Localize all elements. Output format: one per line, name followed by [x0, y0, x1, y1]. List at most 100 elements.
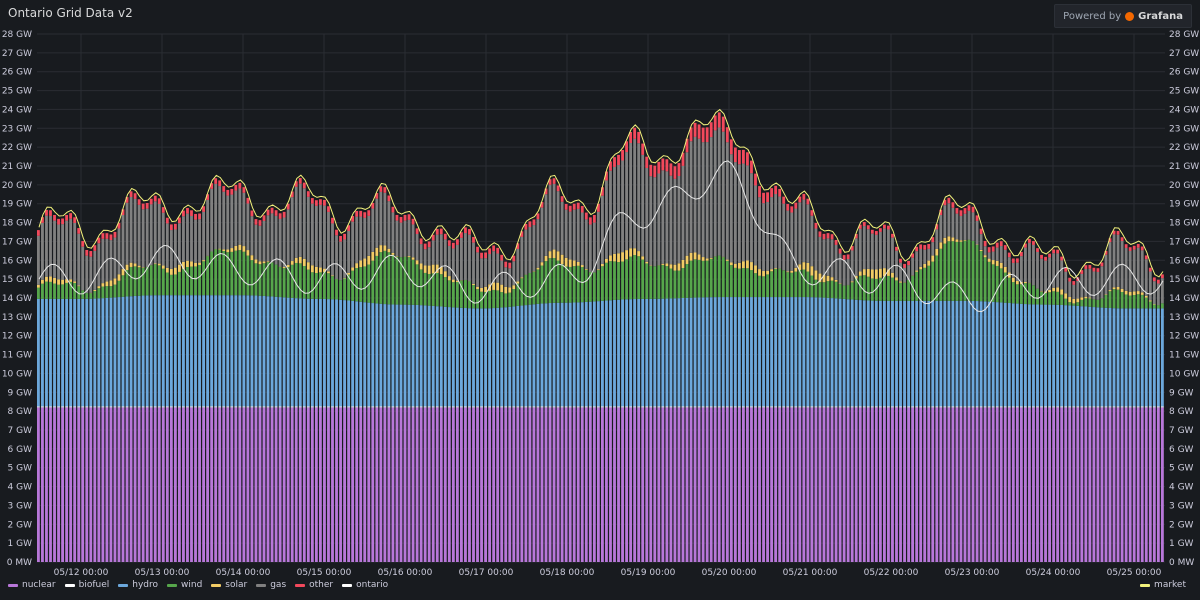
bar-segment-biofuel: [1080, 406, 1084, 408]
bar-segment-gas: [242, 192, 246, 247]
bar-segment-solar: [540, 262, 544, 266]
bar-segment-nuclear: [1096, 407, 1100, 562]
y-tick-label-right: 2 GW: [1169, 520, 1194, 530]
bar-segment-other: [874, 231, 878, 235]
bar-segment-hydro: [979, 301, 983, 407]
powered-by-badge[interactable]: Powered by Grafana: [1054, 4, 1192, 28]
bar-segment-wind: [883, 276, 886, 301]
bar-segment-other: [637, 131, 641, 144]
bar-segment-gas: [592, 222, 596, 273]
bar-segment-nuclear: [806, 407, 810, 562]
legend-item-biofuel[interactable]: biofuel: [64, 580, 109, 590]
bar-segment-other: [951, 202, 955, 208]
bar-segment-biofuel: [633, 406, 637, 408]
bar-segment-gas: [190, 215, 193, 262]
bar-segment-nuclear: [161, 407, 165, 562]
bar-segment-solar: [1080, 297, 1084, 300]
bar-segment-gas: [556, 191, 560, 252]
bar-segment-hydro: [1096, 307, 1100, 407]
bar-segment-hydro: [391, 304, 395, 407]
bar-segment-biofuel: [842, 406, 846, 408]
bar-segment-gas: [266, 215, 270, 262]
bar-segment-biofuel: [596, 406, 600, 408]
bar-segment-other: [1144, 255, 1148, 260]
bar-segment-hydro: [935, 300, 939, 407]
bar-segment-other: [101, 233, 105, 239]
bar-segment-gas: [794, 208, 798, 268]
bar-segment-biofuel: [991, 406, 995, 408]
bar-segment-nuclear: [935, 407, 939, 562]
bar-segment-other: [335, 229, 338, 236]
bar-segment-nuclear: [1092, 407, 1096, 562]
bar-segment-solar: [125, 264, 129, 271]
bar-segment-other: [516, 243, 520, 249]
bar-segment-solar: [633, 248, 637, 256]
bar-segment-other: [1040, 254, 1043, 259]
bar-segment-biofuel: [584, 406, 588, 408]
bar-segment-wind: [963, 240, 967, 301]
bar-segment-gas: [1096, 271, 1100, 300]
bar-segment-solar: [69, 279, 73, 282]
bar-segment-other: [125, 197, 129, 203]
bar-segment-hydro: [673, 298, 677, 407]
bar-segment-biofuel: [427, 406, 431, 408]
bar-segment-gas: [1076, 281, 1080, 299]
bar-segment-gas: [540, 207, 544, 263]
bar-segment-wind: [1088, 298, 1092, 307]
bar-segment-gas: [435, 234, 439, 265]
bar-segment-hydro: [302, 298, 306, 407]
legend-item-market[interactable]: market: [1140, 580, 1186, 590]
bar-segment-nuclear: [1036, 407, 1039, 562]
bar-segment-wind: [814, 279, 818, 298]
bar-segment-gas: [1044, 260, 1047, 292]
bar-segment-gas: [601, 195, 604, 264]
bar-segment-other: [564, 203, 568, 210]
legend-item-other[interactable]: other: [295, 580, 333, 590]
legend-item-ontario[interactable]: ontario: [342, 580, 388, 590]
bar-segment-nuclear: [601, 407, 604, 562]
bar-segment-hydro: [226, 295, 230, 407]
bar-segment-nuclear: [983, 407, 987, 562]
bar-segment-gas: [665, 171, 669, 264]
bar-segment-gas: [306, 196, 310, 263]
bar-segment-wind: [343, 278, 346, 301]
bar-segment-gas: [339, 241, 342, 281]
bar-segment-hydro: [480, 308, 483, 407]
bar-segment-other: [1116, 230, 1120, 235]
bar-segment-wind: [274, 264, 278, 297]
legend-label: market: [1154, 580, 1186, 590]
legend-item-hydro[interactable]: hydro: [118, 580, 158, 590]
bar-segment-other: [512, 255, 516, 262]
legend-item-solar[interactable]: solar: [211, 580, 247, 590]
bar-segment-nuclear: [790, 407, 794, 562]
bar-segment-nuclear: [532, 407, 536, 562]
bar-segment-nuclear: [645, 407, 649, 562]
legend-item-nuclear[interactable]: nuclear: [8, 580, 56, 590]
bar-segment-solar: [451, 279, 455, 283]
bar-segment-other: [693, 122, 697, 137]
bar-segment-gas: [250, 216, 254, 256]
bar-segment-gas: [814, 228, 818, 271]
bar-segment-other: [766, 192, 769, 202]
legend-item-gas[interactable]: gas: [256, 580, 286, 590]
bar-segment-wind: [1100, 298, 1104, 308]
bar-segment-nuclear: [306, 407, 310, 562]
bar-segment-biofuel: [129, 406, 133, 408]
y-tick-label-right: 18 GW: [1169, 219, 1199, 229]
bar-segment-gas: [866, 229, 870, 269]
bar-segment-hydro: [250, 295, 254, 407]
bar-segment-biofuel: [286, 406, 290, 408]
bar-segment-biofuel: [431, 406, 435, 408]
bar-segment-other: [391, 206, 395, 213]
legend-item-wind[interactable]: wind: [167, 580, 202, 590]
bar-segment-biofuel: [717, 406, 721, 408]
bar-segment-biofuel: [415, 406, 419, 408]
bar-segment-other: [903, 263, 906, 268]
bar-segment-biofuel: [883, 406, 886, 408]
bar-segment-gas: [1032, 244, 1035, 286]
bar-segment-wind: [258, 264, 262, 296]
bar-segment-other: [1015, 258, 1019, 263]
bar-segment-hydro: [822, 297, 826, 407]
bar-segment-wind: [899, 282, 902, 301]
bar-segment-wind: [1124, 294, 1128, 309]
